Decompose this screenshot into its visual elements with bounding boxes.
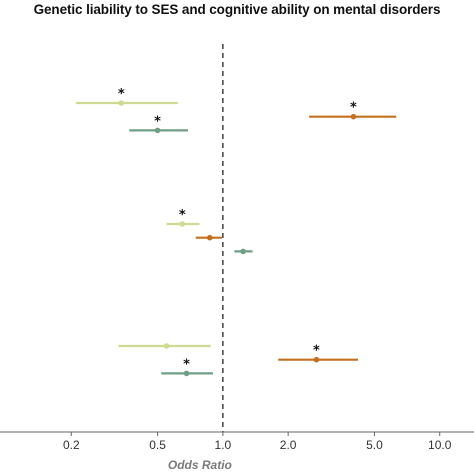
odds-ratio-point — [179, 221, 186, 227]
odds-ratio-point — [350, 113, 357, 120]
significance-star: * — [179, 208, 186, 223]
odds-ratio-point — [240, 248, 246, 255]
x-tick-label: 0.5 — [149, 438, 166, 452]
significance-star: * — [118, 87, 125, 102]
x-axis-ticks: 0.2 0.5 1.0 2.0 5.0 10.0 — [63, 432, 452, 452]
significance-star: * — [154, 114, 161, 129]
odds-ratio-point — [118, 100, 125, 106]
x-tick-label: 1.0 — [215, 438, 232, 452]
odds-ratio-point — [313, 356, 320, 363]
odds-ratio-point — [163, 343, 170, 349]
x-tick-label: 2.0 — [280, 438, 297, 452]
x-tick-label: 0.2 — [63, 438, 80, 452]
odds-ratio-point — [206, 234, 213, 241]
significance-star: * — [350, 101, 357, 116]
x-axis-label: Odds Ratio — [168, 458, 232, 472]
chart-title: Genetic liability to SES and cognitive a… — [33, 2, 441, 17]
x-tick-label: 10.0 — [428, 438, 452, 452]
estimates-layer: * * * * * * — [75, 87, 397, 377]
significance-star: * — [183, 357, 190, 372]
odds-ratio-point — [154, 127, 161, 134]
odds-ratio-point — [183, 370, 190, 377]
x-tick-label: 5.0 — [366, 438, 383, 452]
significance-star: * — [313, 344, 320, 359]
